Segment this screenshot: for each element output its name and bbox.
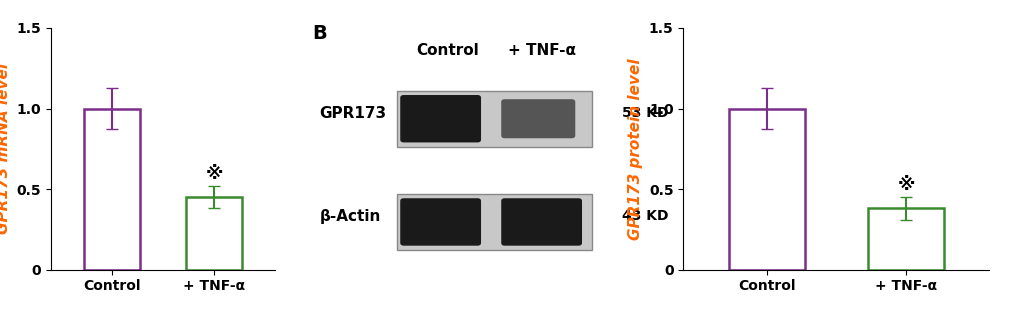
- FancyBboxPatch shape: [500, 198, 582, 246]
- Text: ※: ※: [205, 165, 223, 183]
- Text: β-Actin: β-Actin: [319, 209, 380, 224]
- Y-axis label: GPR173 protein level: GPR173 protein level: [628, 58, 643, 240]
- Text: B: B: [313, 24, 327, 43]
- FancyBboxPatch shape: [399, 95, 481, 143]
- Text: 43 KD: 43 KD: [622, 209, 668, 224]
- FancyBboxPatch shape: [500, 99, 575, 138]
- Bar: [867, 208, 944, 270]
- FancyBboxPatch shape: [396, 194, 591, 250]
- Bar: [186, 197, 243, 270]
- Text: ※: ※: [897, 176, 914, 194]
- Bar: [728, 108, 804, 270]
- Text: Control: Control: [416, 43, 478, 58]
- Text: 53 KD: 53 KD: [622, 106, 668, 120]
- FancyBboxPatch shape: [399, 198, 481, 246]
- Text: + TNF-α: + TNF-α: [507, 43, 575, 58]
- Y-axis label: GPR173 mRNA level: GPR173 mRNA level: [0, 63, 11, 234]
- Text: GPR173: GPR173: [319, 106, 386, 121]
- FancyBboxPatch shape: [396, 91, 591, 147]
- Bar: [84, 108, 141, 270]
